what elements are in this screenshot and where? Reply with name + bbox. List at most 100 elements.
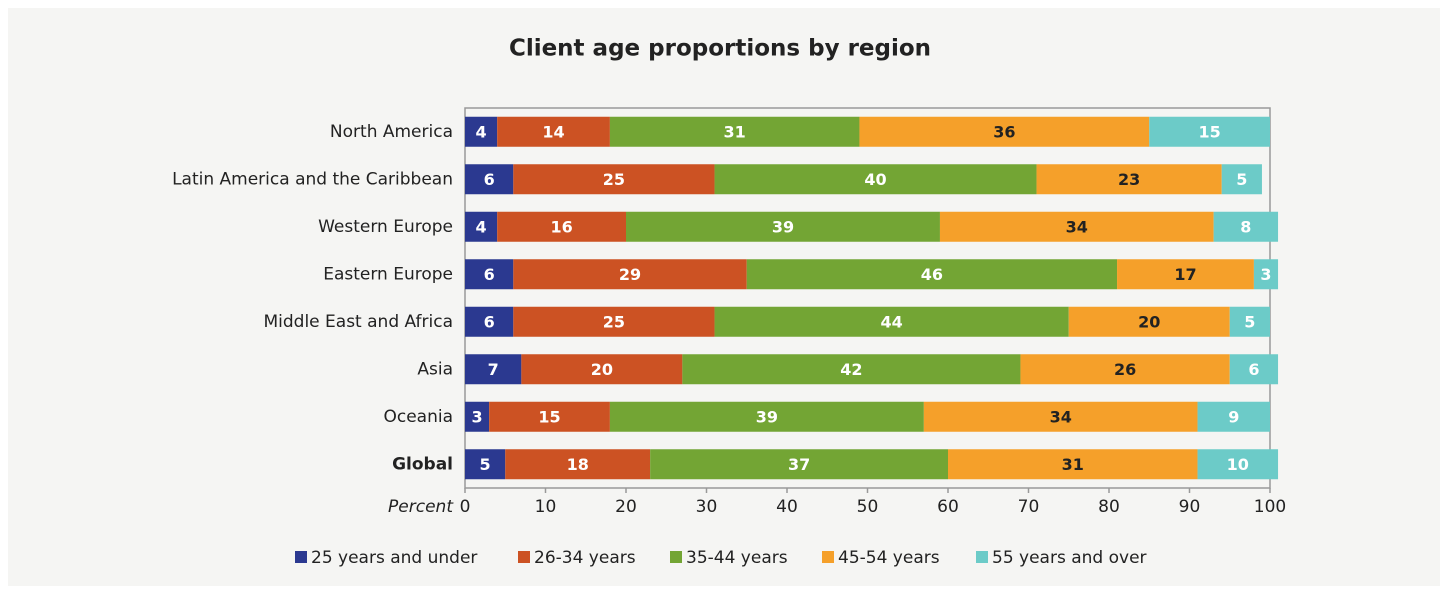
bar-segment [923,401,1198,432]
legend-swatch [518,551,530,563]
bar-segment [513,306,715,337]
data-label: 6 [484,312,495,331]
bar-segment [465,449,506,480]
x-tick-label: 100 [1254,497,1286,517]
x-tick-label: 50 [857,497,879,517]
data-label: 3 [1260,265,1271,284]
data-label: 40 [864,170,886,189]
bar-segment [497,116,610,147]
x-tick-label: 80 [1098,497,1120,517]
x-tick-label: 30 [696,497,718,517]
y-tick-label: Global [392,454,453,474]
x-tick-label: 90 [1179,497,1201,517]
data-label: 6 [484,265,495,284]
bar-segment [465,211,498,242]
bar-segment [1117,259,1254,290]
x-axis-label: Percent [388,497,454,517]
bar-segment [465,401,490,432]
data-label: 20 [1138,312,1160,331]
legend-swatch [822,551,834,563]
data-label: 46 [921,265,943,284]
data-label: 6 [1248,360,1259,379]
bar-segment [465,164,514,195]
bar-segment [1229,354,1279,385]
bar-segment [939,211,1214,242]
data-label: 14 [542,122,564,141]
x-tick-label: 40 [776,497,798,517]
bar-segment [497,211,626,242]
bar-segment [1068,306,1230,337]
y-tick-label: North America [330,122,453,142]
data-label: 16 [550,217,572,236]
bar-segment [746,259,1118,290]
bar-segment [609,116,860,147]
bar-segment [513,164,715,195]
bar-segment [1213,211,1279,242]
y-tick-label: Latin America and the Caribbean [172,169,453,189]
x-tick-label: 10 [535,497,557,517]
bar-segment [1036,164,1222,195]
data-label: 26 [1114,360,1136,379]
data-label: 9 [1228,407,1239,426]
bar-segment [505,449,651,480]
bar-segment [1229,306,1270,337]
data-label: 31 [1062,455,1084,474]
data-label: 15 [1198,122,1220,141]
legend-label: 45-54 years [838,548,940,568]
bar-segment [714,164,1037,195]
legend-label: 25 years and under [311,548,477,568]
bar-segment [465,354,522,385]
y-tick-label: Western Europe [318,217,453,237]
data-label: 29 [619,265,641,284]
y-tick-label: Oceania [383,407,453,427]
x-tick-label: 20 [615,497,637,517]
y-tick-label: Middle East and Africa [263,312,453,332]
bar-segment [609,401,924,432]
legend-label: 26-34 years [534,548,636,568]
bar-segment [859,116,1150,147]
data-label: 18 [567,455,589,474]
bar-segment [465,116,498,147]
bar-segment [714,306,1069,337]
data-label: 4 [476,122,487,141]
bar-segment [1197,401,1270,432]
data-label: 5 [480,455,491,474]
data-label: 25 [603,312,625,331]
panel [8,8,1440,586]
bar-segment [465,306,514,337]
bar-segment [513,259,747,290]
bar-segment [948,449,1198,480]
legend-swatch [295,551,307,563]
data-label: 7 [488,360,499,379]
legend-swatch [670,551,682,563]
bar-segment [1253,259,1279,290]
data-label: 5 [1244,312,1255,331]
bar-segment [1149,116,1270,147]
data-label: 39 [772,217,794,236]
legend-label: 55 years and over [992,548,1147,568]
data-label: 15 [538,407,560,426]
bar-segment [650,449,948,480]
bar-segment [682,354,1021,385]
data-label: 34 [1066,217,1088,236]
data-label: 4 [476,217,487,236]
data-label: 39 [756,407,778,426]
data-label: 23 [1118,170,1140,189]
bar-segment [489,401,610,432]
bar-segment [1020,354,1230,385]
data-label: 31 [724,122,746,141]
data-label: 42 [840,360,862,379]
data-label: 3 [472,407,483,426]
data-label: 8 [1240,217,1251,236]
x-tick-label: 0 [460,497,471,517]
chart-title: Client age proportions by region [509,36,931,62]
data-label: 6 [484,170,495,189]
bar-segment [1197,449,1279,480]
bar-segment [1221,164,1262,195]
y-tick-label: Eastern Europe [323,264,453,284]
y-tick-label: Asia [417,359,453,379]
data-label: 34 [1050,407,1072,426]
legend-label: 35-44 years [686,548,788,568]
x-tick-label: 60 [937,497,959,517]
